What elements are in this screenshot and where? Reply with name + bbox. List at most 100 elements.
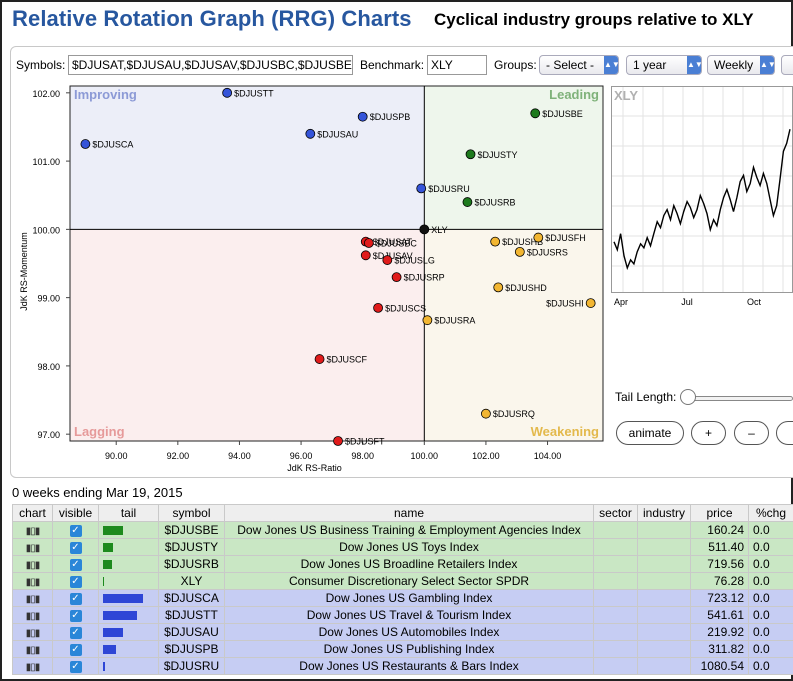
visible-checkbox[interactable]: ✓ (69, 541, 82, 554)
column-header-name[interactable]: name (224, 504, 594, 522)
data-point[interactable]: $DJUSHI (546, 298, 596, 309)
column-header-pct-change[interactable]: %chg (748, 504, 793, 522)
data-point[interactable]: $DJUSHB (490, 236, 544, 247)
point-marker[interactable] (391, 272, 402, 283)
table-row[interactable]: ▮▯▮ ✓ $DJUSCA Dow Jones US Gambling Index 72… (12, 589, 793, 607)
point-label: $DJUSBE (542, 109, 583, 119)
point-marker[interactable] (419, 224, 430, 235)
point-marker[interactable] (222, 87, 233, 98)
x-tick-label: 100.00 (411, 451, 439, 461)
table-row[interactable]: ▮▯▮ ✓ $DJUSAU Dow Jones US Automobiles Inde… (12, 623, 793, 641)
data-point[interactable]: $DJUSFT (333, 436, 386, 447)
column-header-sector[interactable]: sector (593, 504, 638, 522)
table-row[interactable]: ▮▯▮ ✓ $DJUSTY Dow Jones US Toys Index 511.40… (12, 538, 793, 556)
point-label: $DJUSCS (385, 303, 426, 313)
visible-checkbox[interactable]: ✓ (69, 575, 82, 588)
table-row[interactable]: ▮▯▮ ✓ $DJUSRB Dow Jones US Broadline Retail… (12, 555, 793, 573)
point-marker[interactable] (462, 197, 473, 207)
visible-checkbox[interactable]: ✓ (69, 626, 82, 639)
point-marker[interactable] (514, 246, 525, 257)
point-marker[interactable] (80, 139, 91, 149)
tail-length-slider[interactable] (688, 396, 793, 401)
visible-checkbox[interactable]: ✓ (69, 609, 82, 622)
column-header-price[interactable]: price (690, 504, 749, 522)
data-point[interactable]: $DJUSFH (533, 232, 586, 243)
chart-icon[interactable]: ▮▯▮ (25, 560, 40, 571)
data-point[interactable]: $DJUSRU (416, 183, 470, 194)
point-marker[interactable] (481, 408, 491, 419)
column-header-tail[interactable]: tail (98, 504, 159, 522)
point-marker[interactable] (357, 111, 368, 122)
point-marker[interactable] (363, 238, 374, 248)
extra-button[interactable] (776, 421, 793, 445)
tail-length-slider-handle[interactable] (680, 389, 696, 405)
chart-icon[interactable]: ▮▯▮ (25, 577, 40, 588)
frequency-select[interactable]: Weekly ▲▼ (707, 55, 776, 75)
point-marker[interactable] (585, 298, 596, 308)
data-point[interactable]: $DJUSRA (422, 315, 476, 326)
visible-checkbox[interactable]: ✓ (69, 524, 82, 537)
visible-checkbox[interactable]: ✓ (69, 592, 82, 605)
data-point[interactable]: $DJUSAV (360, 250, 413, 261)
column-header-chart[interactable]: chart (12, 504, 53, 522)
data-point[interactable]: $DJUSPB (357, 111, 410, 122)
point-marker[interactable] (360, 250, 371, 261)
sector-cell (593, 521, 638, 539)
point-marker[interactable] (416, 183, 427, 194)
point-marker[interactable] (422, 315, 433, 326)
chart-icon[interactable]: ▮▯▮ (25, 611, 40, 622)
data-point[interactable]: $DJUSCA (80, 139, 134, 150)
extra-select[interactable] (781, 55, 793, 75)
point-marker[interactable] (305, 128, 316, 139)
period-select[interactable]: 1 year ▲▼ (626, 55, 703, 75)
column-header-visible[interactable]: visible (52, 504, 99, 522)
data-point[interactable]: $DJUSTT (222, 87, 275, 98)
visible-checkbox[interactable]: ✓ (69, 660, 82, 673)
data-point[interactable]: XLY (419, 224, 448, 235)
animate-button[interactable]: animate (616, 421, 684, 445)
point-marker[interactable] (314, 354, 325, 364)
chart-icon[interactable]: ▮▯▮ (25, 526, 40, 537)
tail-minus-button[interactable]: – (734, 421, 769, 445)
column-header-industry[interactable]: industry (637, 504, 691, 522)
symbols-input[interactable]: $DJUSAT,$DJUSAU,$DJUSAV,$DJUSBC,$DJUSBE (68, 55, 353, 75)
table-row[interactable]: ▮▯▮ ✓ $DJUSRU Dow Jones US Restaurants & Ba… (12, 657, 793, 675)
point-marker[interactable] (533, 232, 544, 243)
point-marker[interactable] (493, 282, 504, 293)
data-point[interactable]: $DJUSHD (493, 282, 548, 293)
data-point[interactable]: $DJUSCF (314, 354, 368, 365)
data-point[interactable]: $DJUSBC (363, 238, 417, 249)
data-point[interactable]: $DJUSRP (391, 272, 445, 283)
groups-select[interactable]: - Select - ▲▼ (539, 55, 620, 75)
point-marker[interactable] (465, 149, 476, 160)
data-point[interactable]: $DJUSRQ (481, 408, 535, 419)
visible-checkbox[interactable]: ✓ (69, 558, 82, 571)
data-point[interactable]: $DJUSRS (514, 246, 568, 257)
data-point[interactable]: $DJUSLG (382, 255, 435, 266)
chart-icon[interactable]: ▮▯▮ (25, 662, 40, 673)
table-row[interactable]: ▮▯▮ ✓ $DJUSTT Dow Jones US Travel & Tourism… (12, 606, 793, 624)
point-marker[interactable] (530, 108, 541, 119)
sector-cell (593, 657, 638, 675)
table-row[interactable]: ▮▯▮ ✓ $DJUSBE Dow Jones US Business Trainin… (12, 521, 793, 539)
point-label: $DJUSLG (394, 256, 435, 266)
data-point[interactable]: $DJUSBE (530, 108, 583, 119)
column-header-symbol[interactable]: symbol (158, 504, 225, 522)
point-marker[interactable] (490, 236, 501, 247)
point-marker[interactable] (382, 255, 393, 265)
data-point[interactable]: $DJUSCS (373, 302, 427, 313)
chart-icon[interactable]: ▮▯▮ (25, 628, 40, 639)
visible-checkbox[interactable]: ✓ (69, 643, 82, 656)
data-point[interactable]: $DJUSRB (462, 197, 516, 208)
chart-icon[interactable]: ▮▯▮ (25, 645, 40, 656)
point-marker[interactable] (333, 436, 343, 446)
table-row[interactable]: ▮▯▮ ✓ $DJUSPB Dow Jones US Publishing Index… (12, 640, 793, 658)
chart-icon[interactable]: ▮▯▮ (25, 543, 40, 554)
chart-icon[interactable]: ▮▯▮ (25, 594, 40, 605)
benchmark-input[interactable]: XLY (427, 55, 487, 75)
table-row[interactable]: ▮▯▮ ✓ XLY Consumer Discretionary Select Sec… (12, 572, 793, 590)
data-point[interactable]: $DJUSTY (465, 149, 518, 160)
tail-plus-button[interactable]: + (691, 421, 726, 445)
point-marker[interactable] (373, 302, 383, 313)
data-point[interactable]: $DJUSAU (305, 128, 359, 139)
